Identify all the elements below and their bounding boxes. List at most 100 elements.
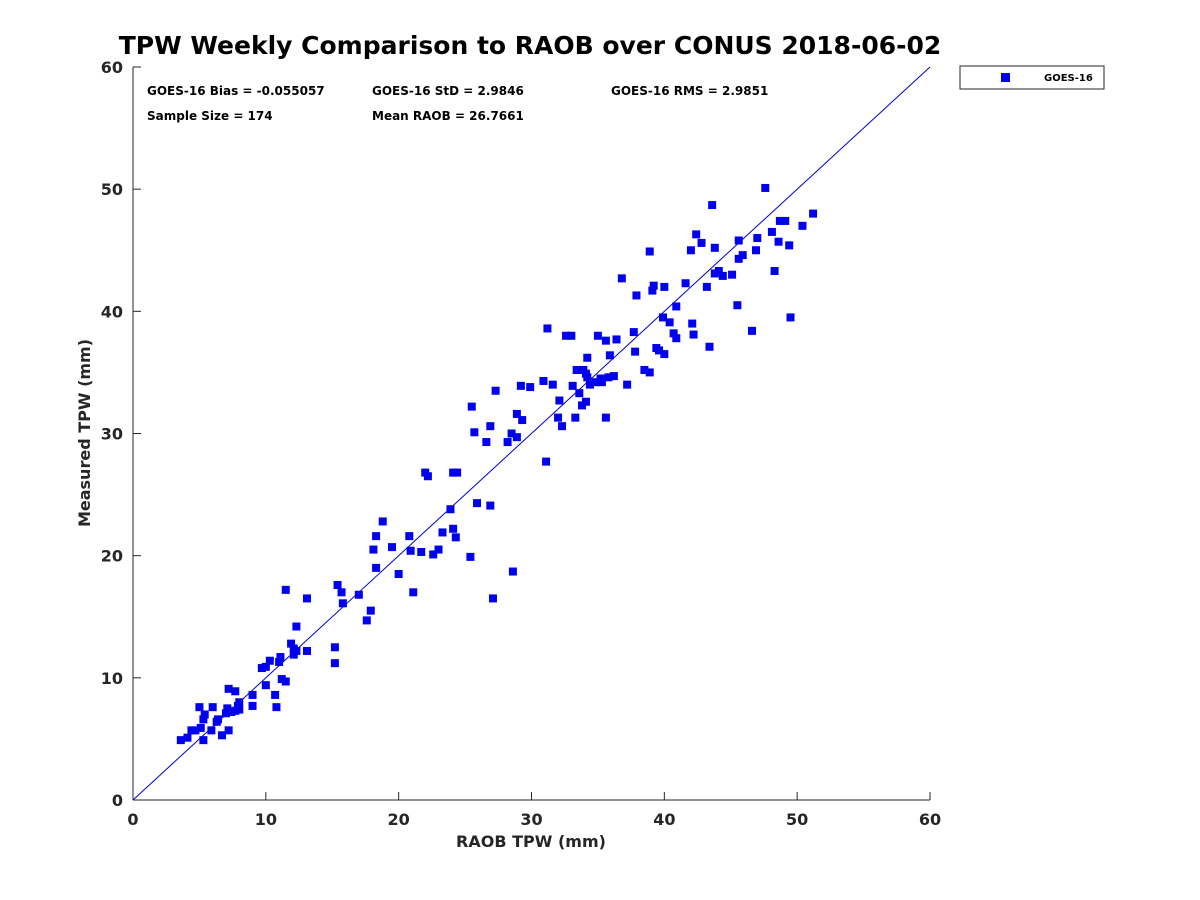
y-tick-label: 10 — [101, 669, 123, 688]
data-point — [176, 736, 185, 745]
x-tick-label: 40 — [653, 810, 675, 829]
legend-box — [959, 65, 1105, 90]
goes16-points — [176, 183, 818, 745]
data-point — [196, 723, 205, 732]
data-point — [449, 524, 458, 533]
data-point — [539, 376, 548, 385]
data-point — [605, 351, 614, 360]
data-point — [281, 677, 290, 686]
data-point — [601, 413, 610, 422]
data-point — [337, 588, 346, 597]
data-point — [200, 710, 209, 719]
data-point — [770, 267, 779, 276]
data-point — [697, 238, 706, 247]
data-point — [248, 701, 257, 710]
data-point — [378, 517, 387, 526]
data-point — [466, 552, 475, 561]
data-point — [409, 588, 418, 597]
data-point — [591, 378, 600, 387]
data-point — [214, 715, 223, 724]
data-point — [604, 373, 613, 382]
x-tick-label: 50 — [786, 810, 808, 829]
data-point — [609, 372, 618, 381]
data-point — [423, 472, 432, 481]
x-tick-label: 20 — [388, 810, 410, 829]
data-point — [632, 291, 641, 300]
data-point — [738, 251, 747, 260]
data-point — [195, 703, 204, 712]
data-point — [369, 545, 378, 554]
data-point — [491, 386, 500, 395]
data-point — [486, 501, 495, 510]
data-point — [542, 457, 551, 466]
data-point — [303, 646, 312, 655]
data-point — [394, 569, 403, 578]
data-point — [798, 221, 807, 230]
data-point — [558, 422, 567, 431]
data-point — [734, 236, 743, 245]
data-point — [689, 330, 698, 339]
data-point — [648, 286, 657, 295]
y-tick-label: 50 — [101, 180, 123, 199]
data-point — [512, 433, 521, 442]
data-point — [688, 319, 697, 328]
data-point — [275, 657, 284, 666]
mean-raob-stat: Mean RAOB = 26.7661 — [372, 109, 524, 123]
data-point — [248, 690, 257, 699]
data-point — [761, 183, 770, 192]
data-point — [809, 209, 818, 218]
data-point — [512, 409, 521, 418]
data-point — [438, 528, 447, 537]
data-point — [669, 329, 678, 338]
data-point — [572, 365, 581, 374]
data-point — [388, 543, 397, 552]
legend-label: GOES-16 — [1044, 73, 1093, 84]
data-point — [640, 365, 649, 374]
data-point — [681, 279, 690, 288]
data-point — [354, 590, 363, 599]
data-point — [775, 216, 784, 225]
data-point — [617, 274, 626, 283]
data-point — [526, 383, 535, 392]
data-point — [672, 334, 681, 343]
data-point — [649, 281, 658, 290]
data-point — [208, 703, 217, 712]
data-point — [555, 396, 564, 405]
data-point — [224, 684, 233, 693]
data-point — [372, 532, 381, 541]
data-point — [333, 580, 342, 589]
data-point — [429, 550, 438, 559]
data-point — [645, 247, 654, 256]
data-point — [221, 709, 230, 718]
data-point — [767, 227, 776, 236]
data-point — [748, 326, 757, 335]
data-point — [692, 230, 701, 239]
data-point — [503, 438, 512, 447]
data-point — [287, 639, 296, 648]
plot-area: 0 10 20 30 40 50 60 0 10 20 30 40 50 60 — [101, 58, 941, 829]
y-tick-label: 0 — [112, 791, 123, 810]
data-point — [705, 342, 714, 351]
data-point — [446, 505, 455, 514]
data-point — [508, 567, 517, 576]
x-ticks: 0 10 20 30 40 50 60 — [127, 792, 941, 829]
data-point — [751, 246, 760, 255]
data-point — [183, 733, 192, 742]
data-point — [562, 331, 571, 340]
data-point — [235, 698, 244, 707]
data-point — [518, 416, 527, 425]
data-point — [548, 380, 557, 389]
bias-stat: GOES-16 Bias = -0.055057 — [147, 84, 325, 98]
data-point — [488, 594, 497, 603]
data-point — [199, 736, 208, 745]
data-point — [645, 368, 654, 377]
x-tick-label: 0 — [127, 810, 138, 829]
data-point — [265, 656, 274, 665]
data-point — [583, 353, 592, 362]
data-point — [261, 681, 270, 690]
data-point — [507, 429, 516, 438]
data-point — [281, 585, 290, 594]
chart-title: TPW Weekly Comparison to RAOB over CONUS… — [119, 31, 942, 60]
data-point — [753, 234, 762, 243]
data-point — [453, 468, 462, 477]
